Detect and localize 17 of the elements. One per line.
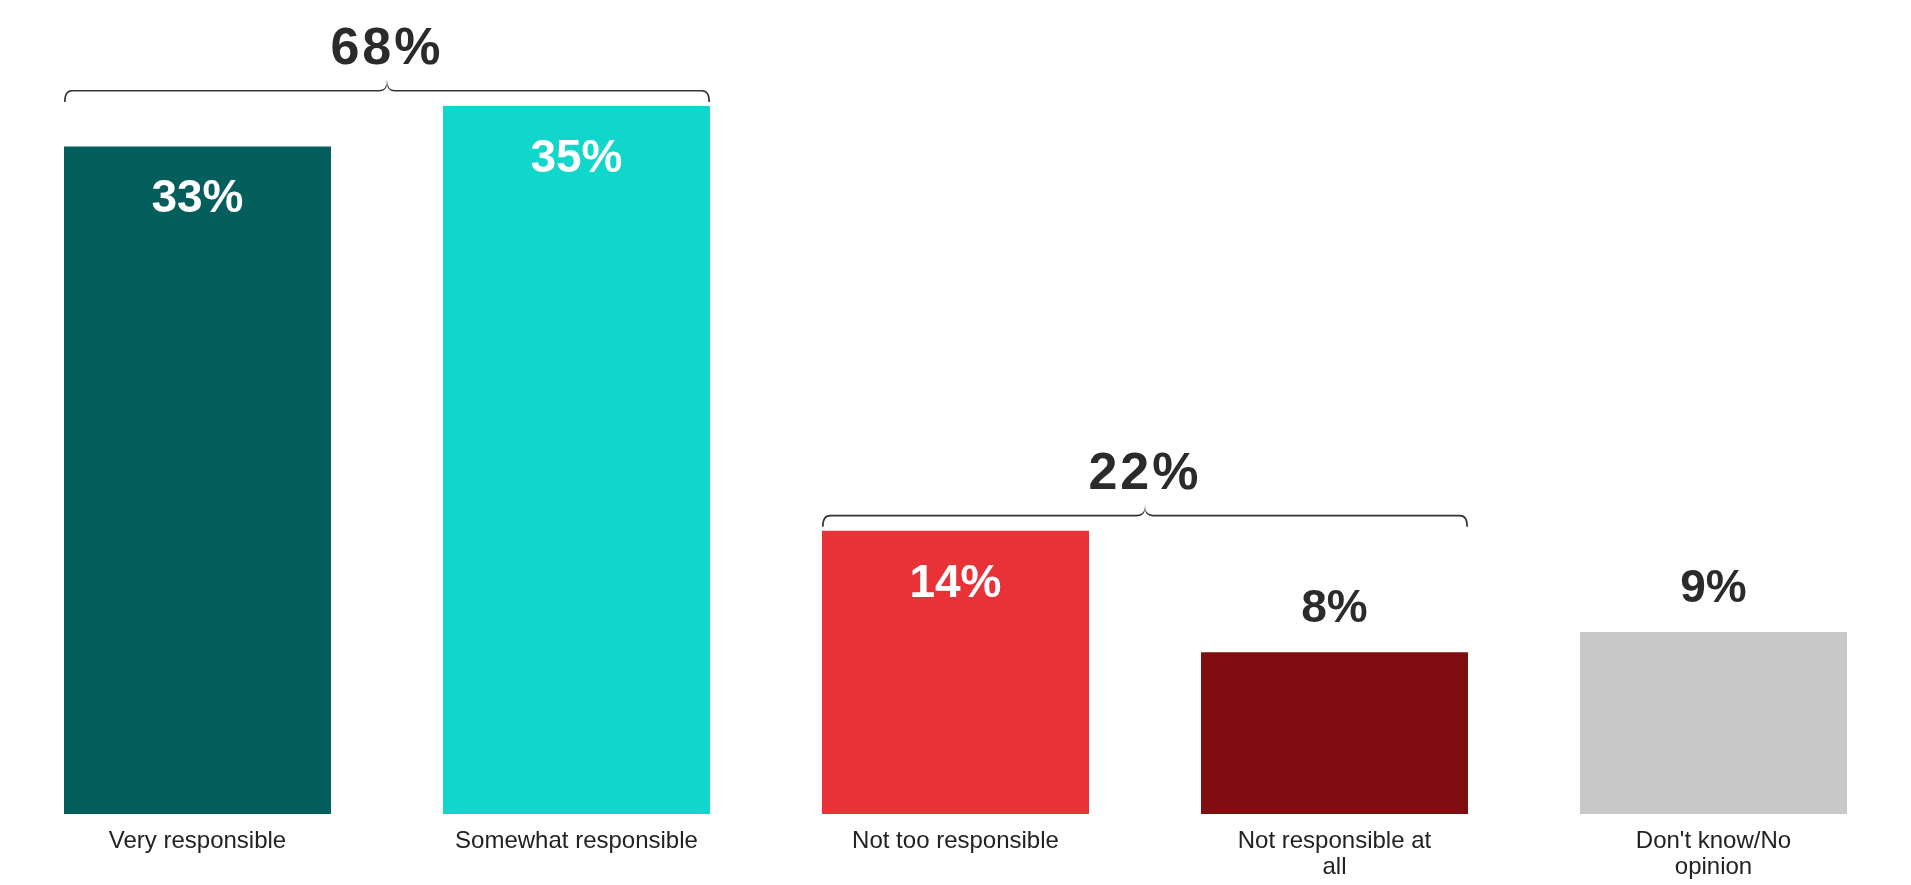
bar (64, 146, 331, 814)
bar (822, 530, 1089, 814)
x-tick-label: Somewhat responsible (455, 826, 698, 853)
data-label: 9% (1680, 559, 1747, 612)
data-label: 35% (530, 130, 623, 182)
bar (1580, 631, 1847, 814)
annotation: 22% (1088, 441, 1202, 500)
data-label: 8% (1301, 580, 1368, 633)
x-tick-label: Very responsible (108, 826, 287, 853)
x-tick-label: Don't know/No opinion (1635, 826, 1792, 879)
data-label: 14% (909, 554, 1002, 607)
data-label: 33% (151, 170, 244, 223)
bar (1201, 652, 1468, 814)
x-tick-label: Not responsible at all (1237, 826, 1432, 879)
bar (443, 106, 710, 814)
x-tick-label: Not too responsible (852, 826, 1059, 853)
text: 68% (330, 17, 444, 75)
